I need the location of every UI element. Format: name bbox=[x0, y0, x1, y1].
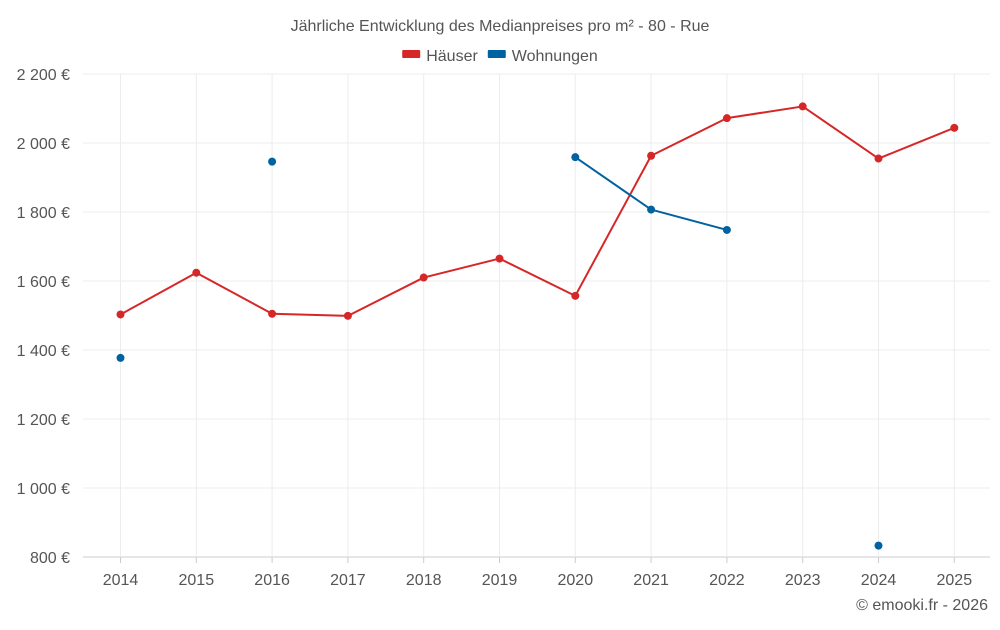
data-point[interactable] bbox=[268, 309, 277, 318]
data-point[interactable] bbox=[268, 157, 277, 166]
x-tick-label: 2019 bbox=[482, 572, 518, 589]
data-point[interactable] bbox=[495, 254, 504, 263]
data-point[interactable] bbox=[874, 541, 883, 550]
y-tick-label: 1 400 € bbox=[17, 343, 70, 360]
x-axis: 2014 2015 2016 2017 2018 2019 2020 2021 2022 2023… bbox=[103, 557, 972, 589]
data-point[interactable] bbox=[874, 154, 883, 163]
data-point[interactable] bbox=[722, 114, 731, 123]
legend-item[interactable]: Wohnungen bbox=[487, 48, 598, 65]
series-layer bbox=[116, 102, 959, 550]
x-tick-label: 2015 bbox=[179, 572, 215, 589]
x-tick-label: 2020 bbox=[558, 572, 594, 589]
data-point[interactable] bbox=[722, 225, 731, 234]
credit-text: © emooki.fr - 2026 bbox=[856, 597, 988, 614]
legend-item[interactable]: Häuser bbox=[402, 48, 478, 65]
legend-label: Häuser bbox=[426, 48, 478, 65]
data-point[interactable] bbox=[647, 151, 656, 160]
data-point[interactable] bbox=[192, 268, 201, 277]
y-tick-label: 1 600 € bbox=[17, 274, 70, 291]
x-tick-label: 2016 bbox=[254, 572, 290, 589]
y-axis: 800 € 1 000 € 1 200 € 1 400 € 1 600 € 1 800 €… bbox=[17, 67, 70, 567]
data-point[interactable] bbox=[116, 353, 125, 362]
series-0 bbox=[116, 102, 959, 320]
x-tick-label: 2025 bbox=[937, 572, 973, 589]
grid bbox=[83, 73, 990, 558]
x-tick-label: 2024 bbox=[861, 572, 897, 589]
series-line bbox=[120, 105, 955, 317]
data-point[interactable] bbox=[343, 311, 352, 320]
y-tick-label: 1 000 € bbox=[17, 481, 70, 498]
data-point[interactable] bbox=[116, 310, 125, 319]
data-point[interactable] bbox=[571, 291, 580, 300]
data-point[interactable] bbox=[647, 205, 656, 214]
data-point[interactable] bbox=[798, 102, 807, 111]
x-tick-label: 2017 bbox=[330, 572, 366, 589]
x-tick-label: 2014 bbox=[103, 572, 139, 589]
x-tick-label: 2021 bbox=[633, 572, 669, 589]
y-tick-label: 1 800 € bbox=[17, 205, 70, 222]
legend-label: Wohnungen bbox=[512, 48, 598, 65]
series-1 bbox=[116, 153, 883, 550]
data-point[interactable] bbox=[950, 123, 959, 132]
legend: Häuser Wohnungen bbox=[402, 48, 598, 65]
legend-swatch bbox=[487, 50, 506, 58]
y-tick-label: 800 € bbox=[30, 550, 70, 567]
x-tick-label: 2023 bbox=[785, 572, 821, 589]
y-tick-label: 2 000 € bbox=[17, 136, 70, 153]
y-tick-label: 1 200 € bbox=[17, 412, 70, 429]
y-tick-label: 2 200 € bbox=[17, 67, 70, 84]
legend-swatch bbox=[402, 50, 421, 58]
x-tick-label: 2022 bbox=[709, 572, 745, 589]
data-point[interactable] bbox=[571, 153, 580, 162]
data-point[interactable] bbox=[419, 273, 428, 282]
chart-title: Jährliche Entwicklung des Medianpreises … bbox=[291, 18, 710, 35]
x-tick-label: 2018 bbox=[406, 572, 442, 589]
